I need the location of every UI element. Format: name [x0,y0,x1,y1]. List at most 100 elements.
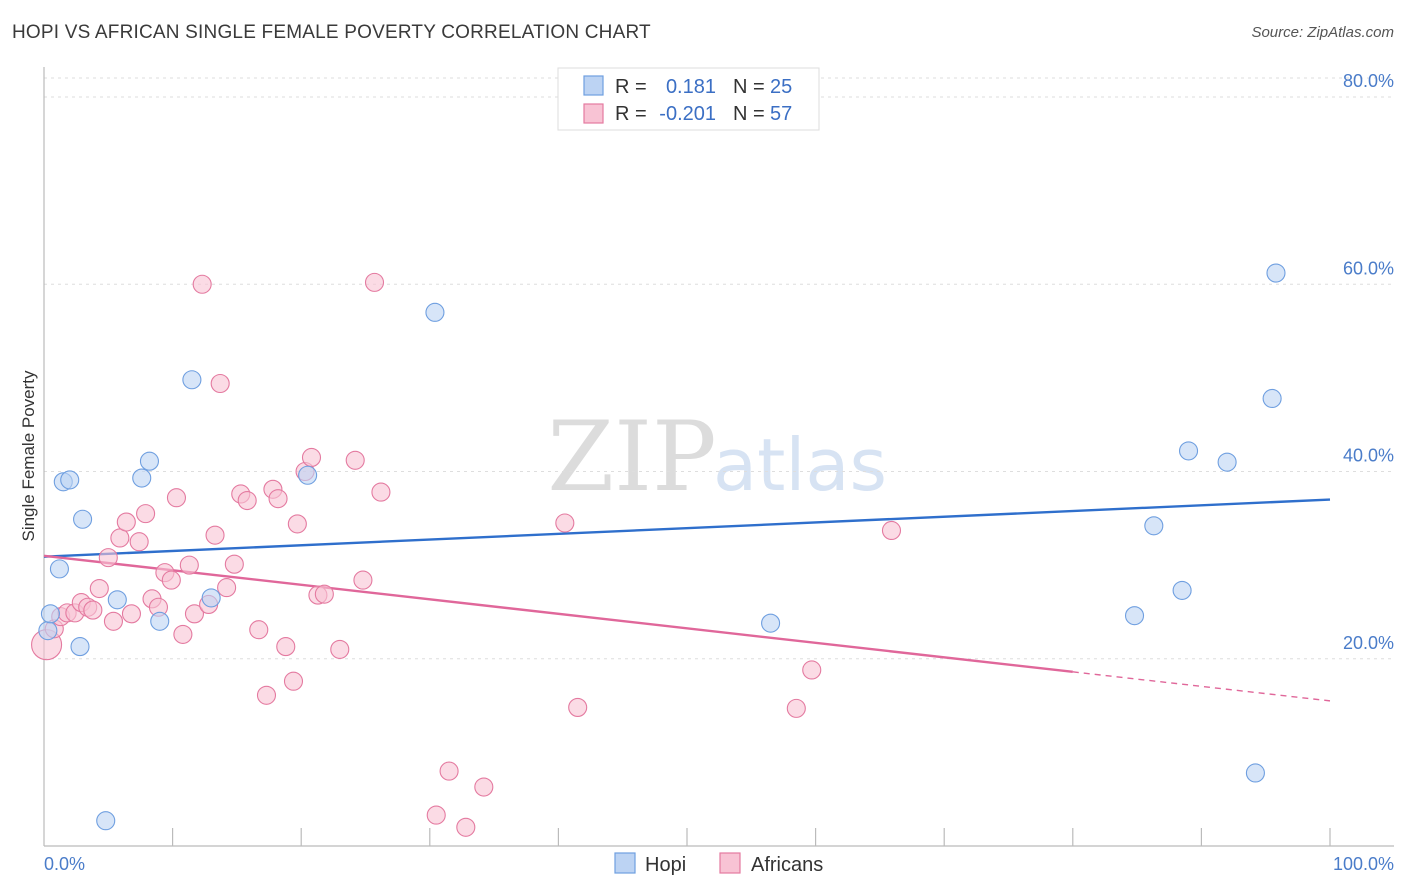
point-hopi [1266,263,1286,283]
trend-line-dashed-africans [1072,671,1331,702]
point-hopi [1172,580,1192,600]
point-africans [210,373,230,394]
point-africans [89,578,109,599]
point-hopi [40,604,60,624]
watermark-atlas: atlas [713,423,887,507]
point-hopi [73,509,93,529]
bottom-legend-label-africans: Africans [751,854,823,876]
point-hopi [70,637,90,657]
point-africans [116,512,136,532]
point-africans [371,482,391,502]
point-hopi [1245,763,1265,783]
point-africans [568,697,588,717]
point-hopi [1178,441,1199,461]
correlation-legend: R = 0.181 N = 25 R = -0.201 N = 57 [557,67,820,131]
point-africans [110,528,130,548]
point-hopi [425,302,445,322]
point-africans [256,685,277,705]
legend-n-value-africans: 57 [770,103,792,125]
legend-n-value-hopi: 25 [770,76,792,98]
legend-n-label-africans: N = [733,103,765,125]
point-africans [456,817,476,837]
y-tick-labels: 20.0% 40.0% 60.0% 80.0% [1343,71,1394,653]
point-hopi [38,621,58,641]
point-africans [439,761,459,781]
point-africans [192,274,212,294]
bottom-legend-swatch-hopi [614,852,636,874]
trend-lines [43,498,1331,702]
watermark-zip: ZIP [547,401,716,513]
legend-r-label-hopi: R = [615,76,647,98]
series-legend: Hopi Africans [614,852,823,876]
trend-line-africans [43,554,1073,674]
point-africans [345,450,365,470]
point-hopi [60,470,80,490]
point-africans [249,620,269,640]
point-africans [179,555,199,575]
point-africans [83,600,103,620]
point-africans [276,637,296,657]
point-hopi [139,451,160,471]
legend-n-label-hopi: N = [733,76,765,98]
bottom-legend-label-hopi: Hopi [645,854,686,876]
point-africans [237,490,257,511]
point-africans [353,570,373,590]
point-hopi [201,588,221,608]
legend-r-label-africans: R = [615,103,647,125]
point-africans [364,272,385,292]
point-africans [802,660,822,680]
y-tick-label: 20.0% [1343,633,1394,653]
point-africans [224,554,244,574]
point-africans [287,514,307,534]
point-africans [121,604,141,624]
point-hopi [298,465,318,485]
bottom-legend-swatch-africans [719,852,741,874]
y-tick-label: 40.0% [1343,446,1394,466]
point-africans [205,525,225,545]
point-hopi [1217,452,1237,472]
point-hopi [107,590,127,610]
point-africans [98,548,118,568]
grid-lines [44,77,1394,660]
point-africans [474,777,494,797]
point-africans [314,584,334,604]
point-africans [217,578,237,598]
point-africans [166,488,187,508]
point-africans [330,639,350,659]
trend-line-hopi [43,498,1331,558]
legend-swatch-africans [583,103,604,124]
x-tick-label-min: 0.0% [44,854,85,874]
y-axis-label: Single Female Poverty [19,370,38,542]
point-hopi [1262,388,1282,409]
y-tick-label: 60.0% [1343,258,1394,278]
point-africans [881,520,902,541]
point-africans [173,624,193,644]
point-hopi [182,370,202,390]
point-africans [103,611,123,631]
chart-source: Source: ZipAtlas.com [1251,24,1394,41]
point-africans [283,671,304,691]
chart-title: HOPI VS AFRICAN SINGLE FEMALE POVERTY CO… [12,22,651,43]
point-hopi [150,611,170,631]
point-hopi [761,613,781,633]
point-hopi [1124,606,1145,626]
point-hopi [96,811,116,831]
point-africans [268,489,288,509]
point-africans [161,570,181,590]
point-africans [136,504,156,524]
point-africans [555,513,575,533]
axes [43,67,1394,847]
y-tick-label: 80.0% [1343,71,1394,91]
point-hopi [132,468,152,488]
point-africans [786,698,806,718]
legend-swatch-hopi [583,75,604,96]
legend-r-value-hopi: 0.181 [666,76,716,98]
x-tick-label-max: 100.0% [1333,854,1394,874]
point-africans [426,805,446,825]
data-points [31,263,1286,837]
point-africans [129,532,149,552]
point-hopi [49,559,69,579]
legend-r-value-africans: -0.201 [659,103,716,125]
point-hopi [1144,516,1164,536]
